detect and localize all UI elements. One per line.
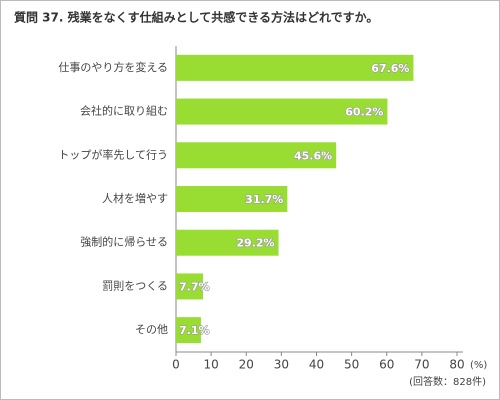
chart-title: 質問 37. 残業をなくす仕組みとして共感できる方法はどれですか。 <box>14 10 378 25</box>
note: (回答数：828件) <box>409 375 486 388</box>
x-tick-label: 10 <box>203 358 218 372</box>
x-tick-label: 80 <box>449 358 464 372</box>
bar <box>176 317 201 344</box>
value-label: 60.2% <box>345 106 383 119</box>
bar <box>176 229 279 256</box>
bar <box>176 142 337 169</box>
y-tick-label: トップが率先して行う <box>58 147 168 161</box>
x-tick-label: 20 <box>239 358 254 372</box>
x-tick-label: 60 <box>379 358 394 372</box>
value-label: 7.1% <box>179 324 210 337</box>
x-tick-label: 30 <box>274 358 289 372</box>
bar <box>176 273 204 300</box>
value-label: 45.6% <box>294 149 332 162</box>
bar <box>176 98 388 125</box>
y-tick-label: 強制的に帰らせる <box>80 235 168 249</box>
y-tick-label: 人材を増やす <box>102 191 168 205</box>
value-label: 7.7% <box>179 280 210 293</box>
x-tick-label: 70 <box>414 358 429 372</box>
x-tick-label: 40 <box>309 358 324 372</box>
y-tick-label: その他 <box>135 323 168 336</box>
y-tick-label: 会社的に取り組む <box>80 104 168 118</box>
value-label: 31.7% <box>245 193 283 206</box>
y-tick-label: 仕事のやり方を変える <box>58 60 168 74</box>
x-tick-label: 50 <box>344 358 359 372</box>
bar <box>176 54 414 81</box>
bar <box>176 186 288 212</box>
x-unit: (%) <box>470 360 487 371</box>
value-label: 29.2% <box>236 237 274 250</box>
y-tick-label: 罰則をつくる <box>102 279 168 292</box>
x-tick-label: 0 <box>172 358 180 372</box>
value-label: 67.6% <box>371 62 409 75</box>
